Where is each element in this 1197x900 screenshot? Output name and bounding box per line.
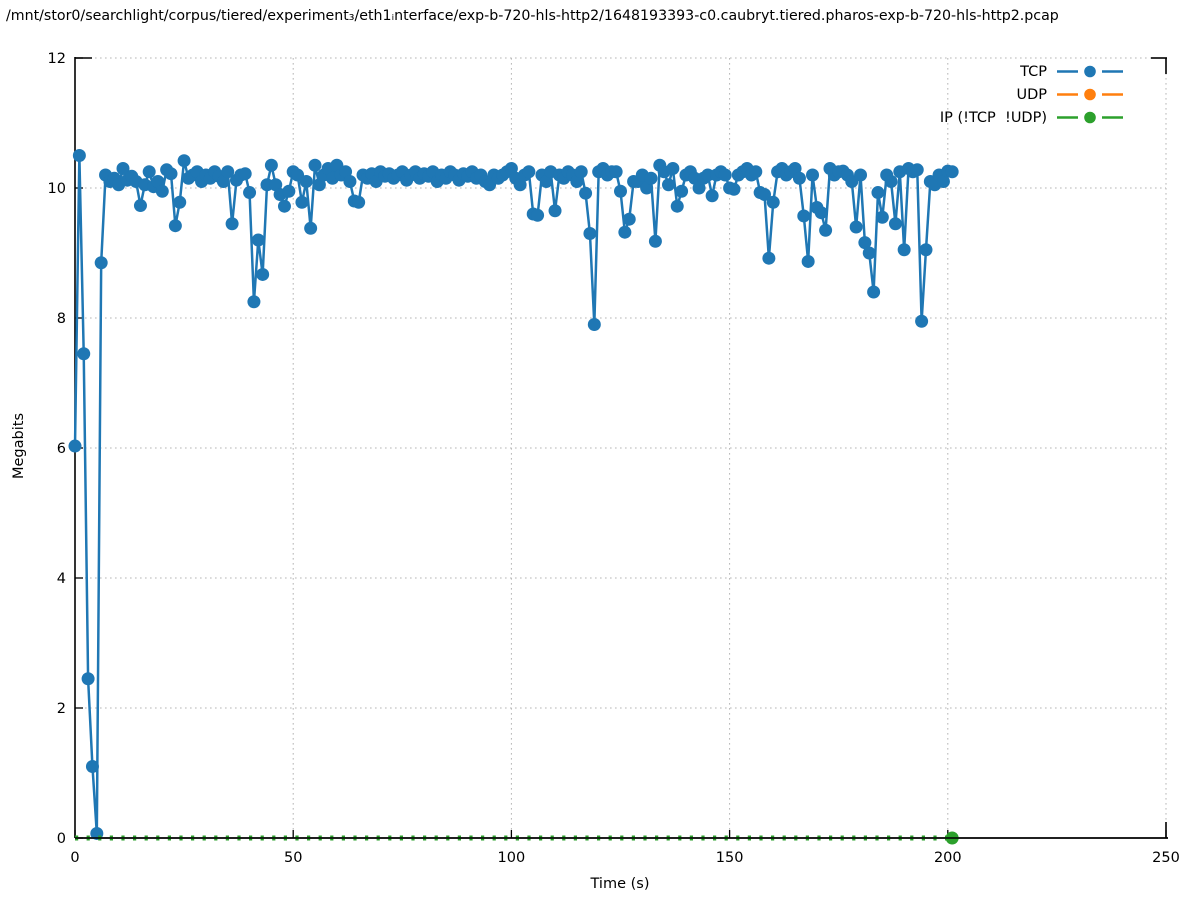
svg-text:10: 10 — [48, 181, 66, 197]
svg-text:250: 250 — [1152, 850, 1180, 866]
y-tick-labels: 0 2 4 6 8 10 12 — [48, 51, 66, 847]
legend-label-ip-tcp-udp: IP (!TCP !UDP) — [939, 109, 1047, 126]
svg-text:150: 150 — [716, 850, 744, 866]
svg-text:4: 4 — [57, 571, 66, 587]
svg-text:6: 6 — [57, 441, 66, 457]
legend-label-udp: UDP — [1016, 86, 1047, 103]
svg-text:2: 2 — [57, 701, 66, 717]
svg-text:8: 8 — [57, 311, 66, 327]
y-axis-title: Megabits — [11, 413, 27, 479]
svg-text:200: 200 — [934, 850, 962, 866]
legend-sample-ip-tcp-udp — [1057, 111, 1123, 124]
svg-text:0: 0 — [70, 850, 79, 866]
gridlines — [75, 57, 1167, 838]
legend-label-tcp: TCP — [1020, 63, 1047, 80]
svg-text:100: 100 — [498, 850, 526, 866]
chart-title: /mnt/stor0/searchlight/corpus/tiered/exp… — [6, 8, 1059, 24]
x-axis-title: Time (s) — [590, 876, 650, 892]
legend-sample-udp — [1057, 88, 1123, 101]
legend-item-udp: UDP — [940, 83, 1123, 106]
svg-text:12: 12 — [48, 51, 66, 67]
tcp-series — [68, 149, 959, 840]
svg-text:0: 0 — [57, 831, 66, 847]
legend-item-tcp: TCP — [940, 60, 1123, 83]
legend: TCP UDP IP (!TCP !UDP) — [940, 60, 1123, 129]
svg-text:50: 50 — [284, 850, 302, 866]
legend-sample-tcp — [1057, 65, 1123, 78]
legend-item-ip-tcp-udp: IP (!TCP !UDP) — [940, 106, 1123, 129]
x-tick-labels: 0 50 100 150 200 250 — [70, 850, 1179, 866]
